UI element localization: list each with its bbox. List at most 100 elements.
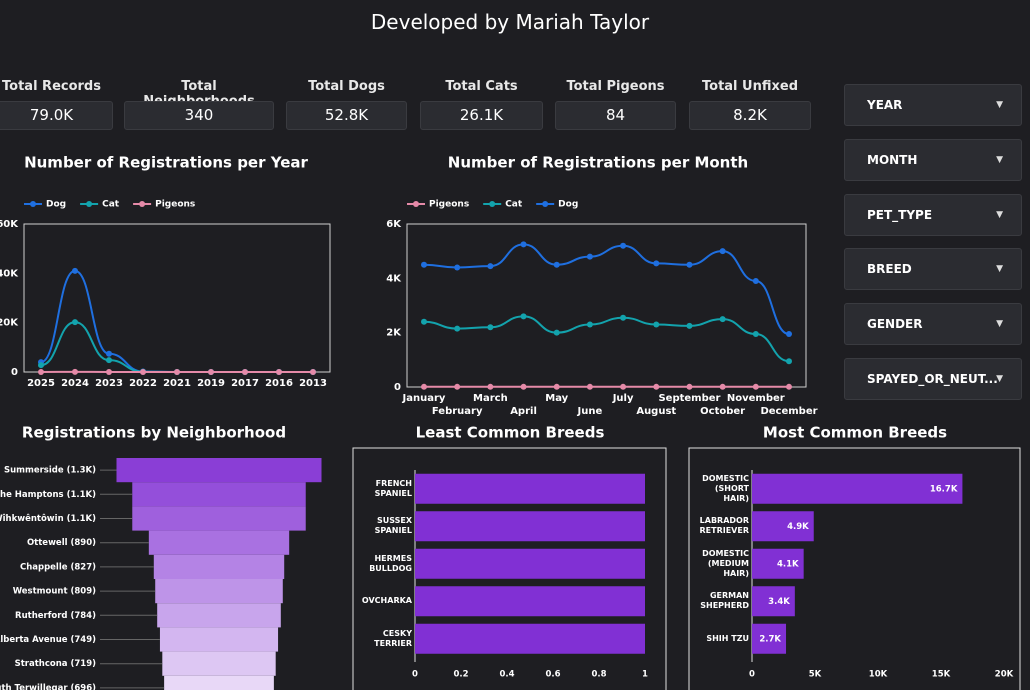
kpi-label: Total Pigeons: [566, 79, 665, 94]
legend-label: Dog: [558, 200, 578, 210]
dropdown-caret: ▼: [996, 209, 1003, 220]
funnel-label: Alberta Avenue (749): [0, 635, 96, 645]
data-point: [620, 314, 627, 321]
dropdown-caret: ▼: [996, 154, 1003, 165]
filter-dropdown[interactable]: YEAR ▼: [844, 84, 1022, 126]
y-tick-label: 2K: [386, 328, 402, 339]
x-tick-label: 0.8: [591, 670, 606, 680]
bar: [415, 473, 645, 504]
funnel-label: Chappelle (827): [20, 562, 96, 572]
bar: [752, 623, 787, 654]
chart-title: Least Common Breeds: [416, 424, 605, 442]
bar: [415, 586, 645, 617]
funnel-segment: [116, 458, 322, 483]
bar: [415, 511, 645, 542]
data-point: [653, 383, 660, 390]
x-tick-label: October: [700, 406, 745, 417]
funnel-label: Wîhkwêntôwin (1.1K): [0, 513, 96, 524]
x-tick-label: May: [545, 393, 568, 404]
legend-swatch: [542, 201, 549, 207]
filter-dropdown[interactable]: MONTH ▼: [844, 138, 1022, 181]
y-tick-label: 40K: [0, 268, 19, 279]
x-tick-label: June: [577, 406, 603, 417]
plot-border: [406, 223, 807, 388]
filter-dropdown[interactable]: PET_TYPE ▼: [844, 193, 1022, 236]
kpi-value: 84: [555, 101, 676, 130]
kpi-value: 340: [124, 101, 274, 130]
filter-dropdown[interactable]: GENDER ▼: [844, 303, 1022, 346]
bar: [415, 623, 645, 654]
series-line: [40, 321, 313, 373]
x-tick-label: 10K: [869, 670, 888, 680]
bar: [752, 586, 795, 617]
y-tick-label: 0: [394, 382, 401, 393]
x-tick-label: December: [760, 406, 817, 417]
filter-dropdown[interactable]: BREED ▼: [844, 248, 1022, 291]
chart-panel: [688, 447, 1021, 690]
bar-category-label: DOMESTIC (MEDIUM HAIR): [702, 548, 749, 578]
x-tick-label: 2025: [27, 378, 55, 389]
bar-category-label: SUSSEX SPANIEL: [374, 516, 412, 536]
legend-swatch: [489, 201, 496, 207]
funnel-label: The Hamptons (1.1K): [0, 490, 96, 500]
legend-swatch: [413, 201, 419, 207]
chart-title: Number of Registrations per Year: [24, 154, 308, 172]
bar: [752, 511, 814, 542]
data-point: [242, 369, 248, 375]
filter-dropdown[interactable]: SPAYED_OR_NEUT... ▼: [844, 358, 1022, 400]
data-point: [72, 368, 78, 375]
bar: [415, 548, 645, 579]
bar-category-label: GERMAN SHEPHERD: [700, 591, 749, 611]
kpi-label: Total Dogs: [308, 79, 385, 94]
kpi-value: 26.1K: [420, 101, 543, 130]
x-tick-label: April: [510, 406, 537, 417]
bar-category-label: HERMES BULLDOG: [369, 553, 412, 573]
data-point: [310, 369, 316, 375]
series-line: [40, 269, 313, 373]
bar-category-label: DOMESTIC (SHORT HAIR): [702, 473, 749, 503]
data-point: [786, 331, 792, 338]
data-point: [686, 383, 693, 390]
funnel-segment: [157, 603, 281, 628]
kpi-label: Total Records: [2, 79, 101, 94]
data-point: [719, 248, 726, 255]
data-point: [140, 369, 146, 375]
data-point: [421, 383, 427, 390]
filter-label: MONTH: [867, 152, 918, 167]
x-tick-label: 0.6: [545, 670, 560, 680]
bar-category-label: OVCHARKA: [361, 596, 412, 606]
funnel-segment: [148, 530, 290, 555]
legend-swatch: [139, 201, 146, 207]
x-tick-label: January: [402, 393, 446, 404]
data-point: [752, 278, 759, 285]
x-tick-label: 0.2: [453, 670, 468, 680]
x-tick-label: 5K: [809, 670, 822, 680]
x-tick-label: 0.4: [499, 670, 514, 680]
filter-label: SPAYED_OR_NEUT...: [867, 372, 998, 386]
data-point: [752, 331, 759, 338]
data-point: [653, 321, 660, 328]
data-point: [487, 324, 494, 331]
x-tick-label: July: [612, 393, 634, 404]
dropdown-caret: ▼: [996, 100, 1003, 110]
x-tick-label: March: [473, 393, 508, 404]
data-point: [72, 267, 78, 274]
data-point: [686, 322, 693, 329]
data-point: [719, 316, 726, 323]
data-point: [653, 260, 660, 267]
filter-label: YEAR: [867, 98, 903, 112]
y-tick-label: 60K: [0, 219, 19, 230]
filter-label: BREED: [867, 262, 912, 277]
data-point: [620, 383, 627, 390]
legend-label: Pigeons: [155, 200, 195, 210]
x-tick-label: 2022: [129, 378, 157, 389]
data-point: [786, 383, 792, 390]
data-point: [586, 383, 593, 390]
y-tick-label: 0: [11, 367, 18, 378]
bar: [752, 473, 963, 504]
x-tick-label: 2017: [231, 378, 259, 389]
x-tick-label: 0: [749, 670, 755, 680]
filter-label: PET_TYPE: [867, 207, 933, 222]
funnel-segment: [132, 482, 306, 507]
